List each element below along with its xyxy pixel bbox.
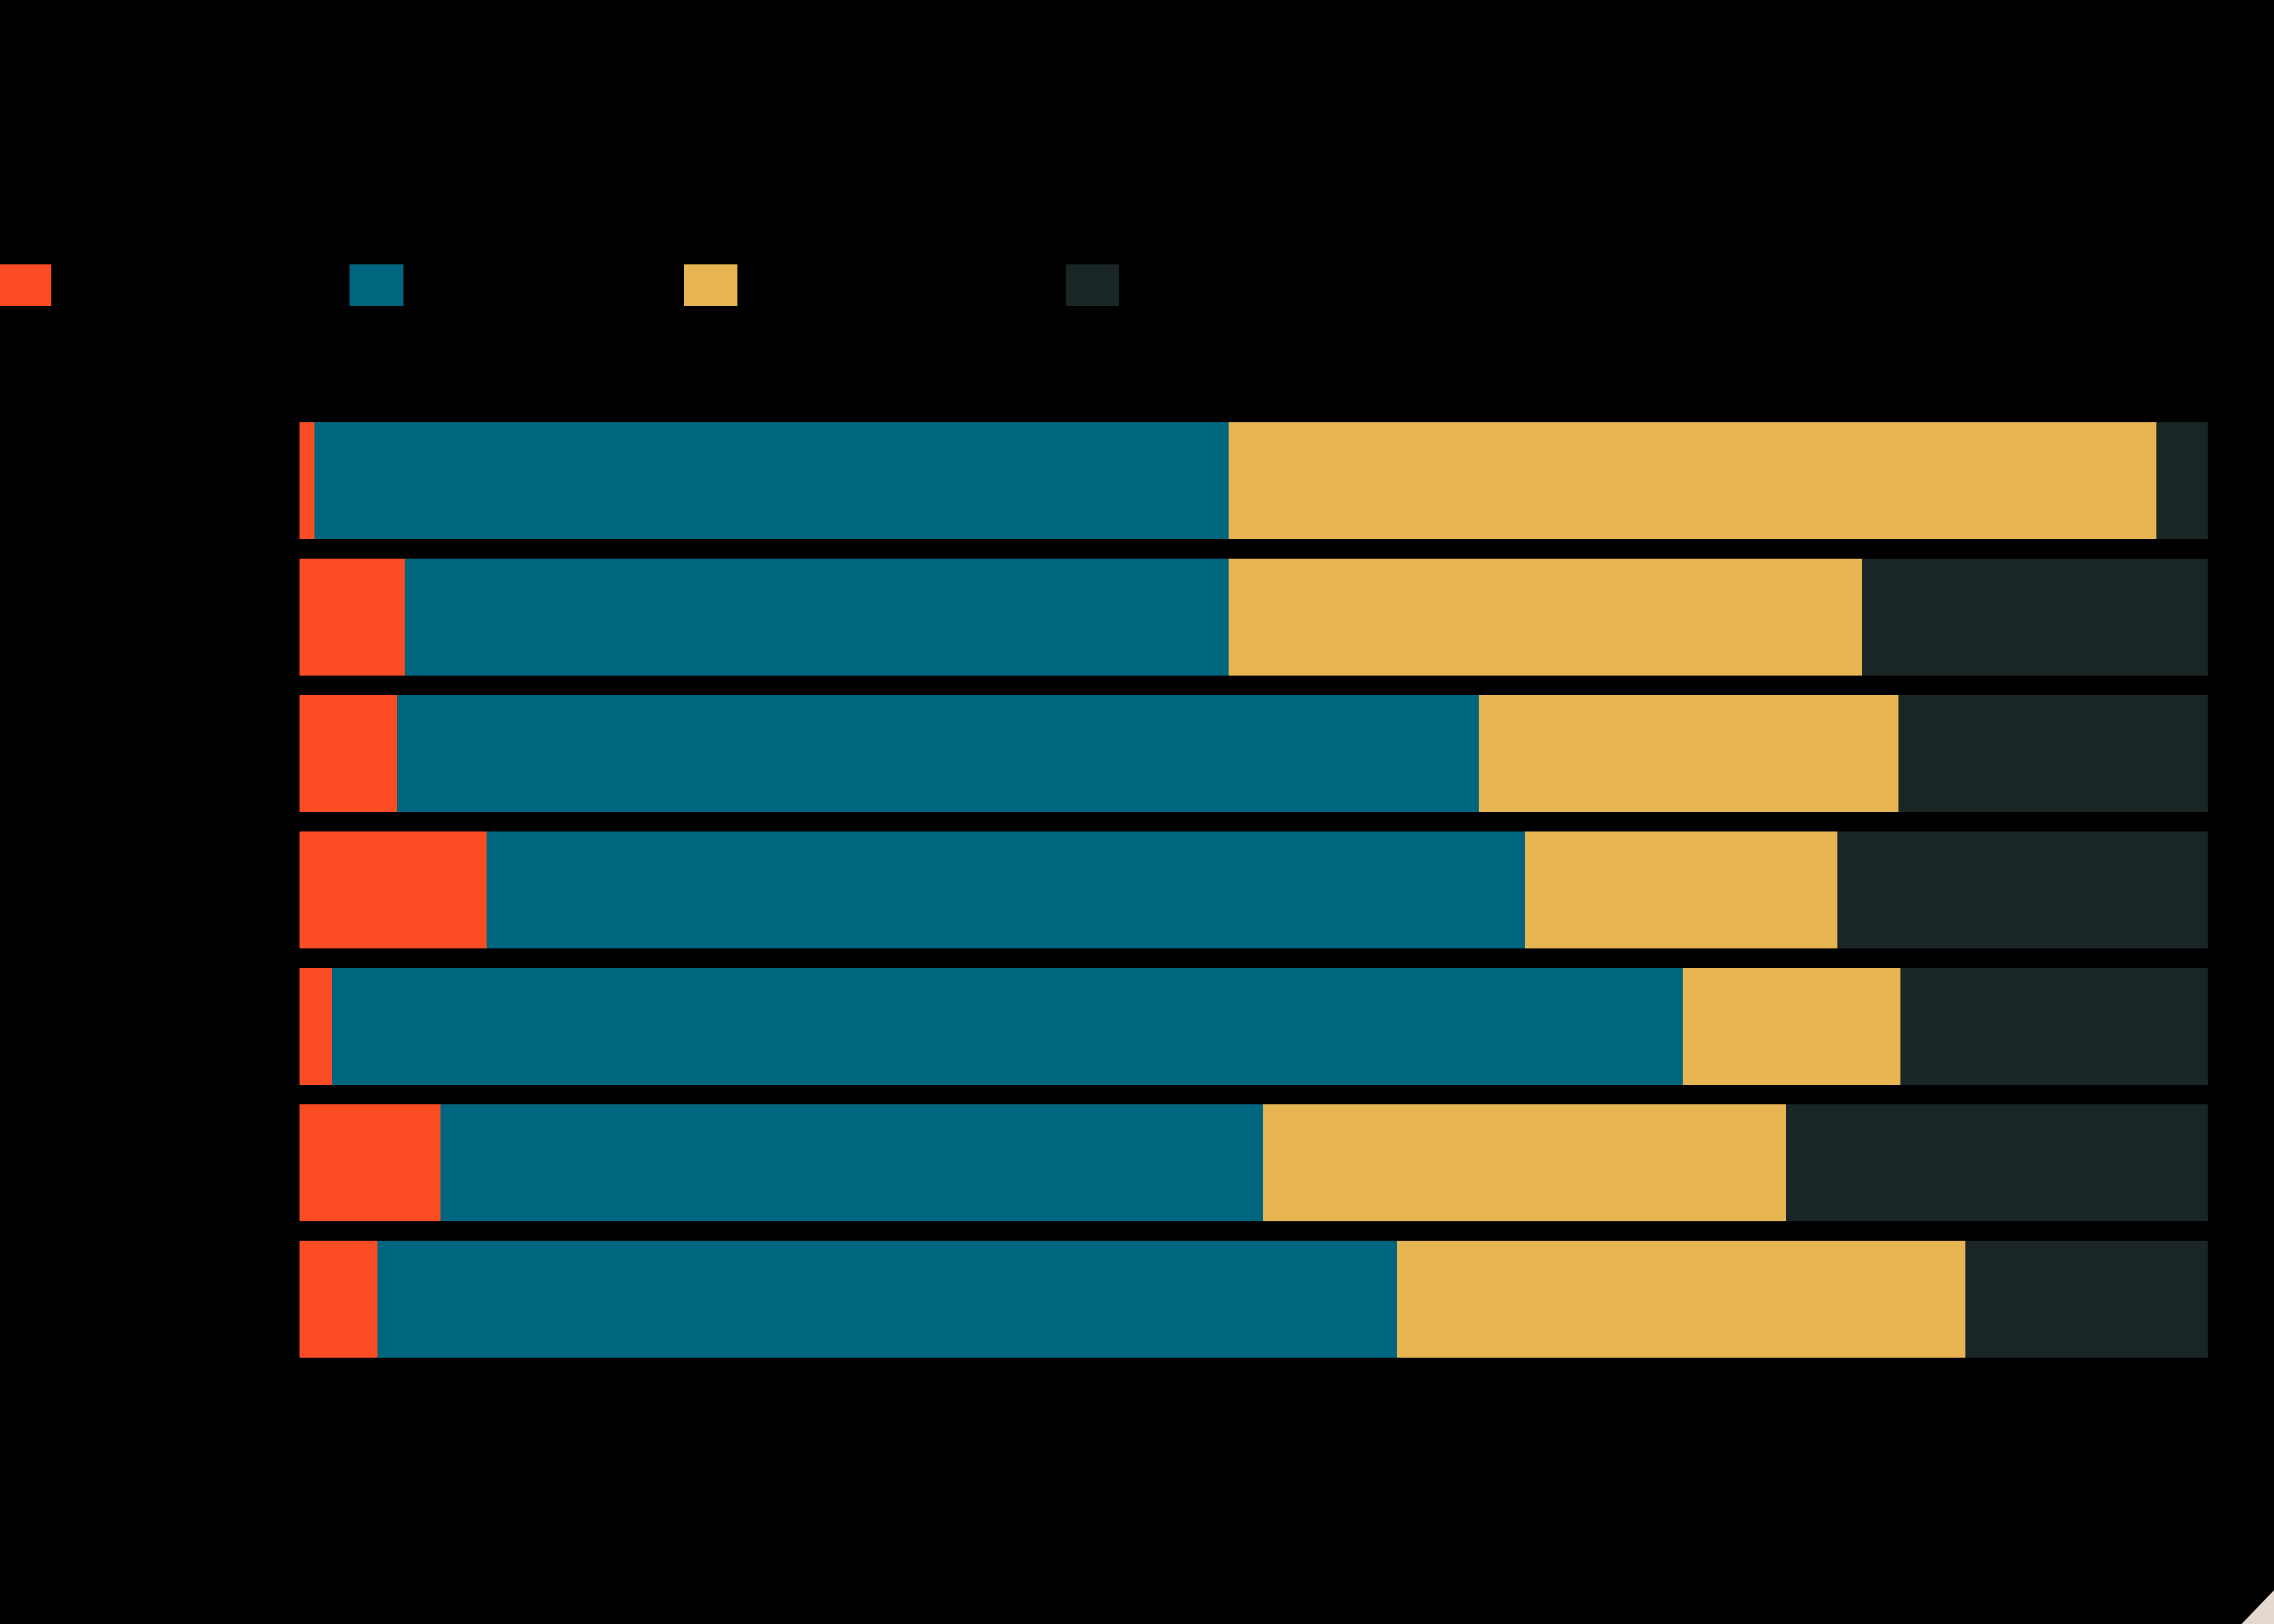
bar-row[interactable] bbox=[300, 968, 2208, 1085]
legend-swatch-icon-0 bbox=[0, 264, 51, 306]
bar-segment-s0-r2[interactable] bbox=[300, 695, 397, 812]
legend-entry-0[interactable] bbox=[0, 262, 63, 308]
bar-segment-s1-r5[interactable] bbox=[441, 1104, 1264, 1221]
bar-segment-s3-r5[interactable] bbox=[1785, 1104, 2208, 1221]
y-axis-label-2 bbox=[16, 695, 283, 812]
bar-segment-s1-r2[interactable] bbox=[396, 695, 1479, 812]
legend-entry-3[interactable] bbox=[1066, 262, 1131, 308]
resize-handle-icon[interactable] bbox=[2242, 1590, 2274, 1624]
y-axis-label-1 bbox=[16, 559, 283, 676]
title-block bbox=[0, 26, 2274, 32]
bar-segment-s2-r4[interactable] bbox=[1683, 968, 1901, 1085]
bar-segment-s0-r3[interactable] bbox=[300, 831, 487, 948]
y-axis-label-3 bbox=[16, 831, 283, 948]
bar-row[interactable] bbox=[300, 1241, 2208, 1358]
bar-row[interactable] bbox=[300, 422, 2208, 539]
bar-segment-s1-r0[interactable] bbox=[314, 422, 1229, 539]
bar-segment-s3-r2[interactable] bbox=[1898, 695, 2208, 812]
bar-segment-s0-r6[interactable] bbox=[300, 1241, 378, 1358]
bar-segment-s0-r4[interactable] bbox=[300, 968, 332, 1085]
bar-segment-s2-r0[interactable] bbox=[1229, 422, 2156, 539]
bar-segment-s2-r3[interactable] bbox=[1524, 831, 1838, 948]
bar-segment-s0-r1[interactable] bbox=[300, 559, 405, 676]
bar-segment-s2-r1[interactable] bbox=[1229, 559, 1863, 676]
bar-row[interactable] bbox=[300, 1104, 2208, 1221]
bar-segment-s0-r0[interactable] bbox=[300, 422, 315, 539]
bar-segment-s1-r4[interactable] bbox=[331, 968, 1683, 1085]
legend-swatch-icon-3 bbox=[1066, 264, 1119, 306]
bar-row[interactable] bbox=[300, 695, 2208, 812]
bar-segment-s3-r1[interactable] bbox=[1862, 559, 2208, 676]
bar-row[interactable] bbox=[300, 831, 2208, 948]
bar-segment-s1-r1[interactable] bbox=[404, 559, 1229, 676]
y-axis-label-6 bbox=[16, 1241, 283, 1358]
chart-legend bbox=[0, 262, 2274, 308]
bar-segment-s3-r3[interactable] bbox=[1837, 831, 2208, 948]
legend-entry-1[interactable] bbox=[350, 262, 415, 308]
bar-segment-s3-r4[interactable] bbox=[1900, 968, 2208, 1085]
legend-entry-2[interactable] bbox=[684, 262, 749, 308]
y-axis-label-0 bbox=[16, 422, 283, 539]
y-axis-label-5 bbox=[16, 1104, 283, 1221]
plot-area bbox=[300, 422, 2208, 1377]
y-axis-category-labels bbox=[0, 422, 300, 1377]
bar-segment-s1-r6[interactable] bbox=[377, 1241, 1397, 1358]
bar-segment-s2-r2[interactable] bbox=[1479, 695, 1899, 812]
y-axis-label-4 bbox=[16, 968, 283, 1085]
x-axis-tick-labels bbox=[300, 1384, 2208, 1429]
bar-segment-s3-r0[interactable] bbox=[2156, 422, 2208, 539]
bar-segment-s3-r6[interactable] bbox=[1965, 1241, 2208, 1358]
bar-row[interactable] bbox=[300, 559, 2208, 676]
legend-swatch-icon-1 bbox=[350, 264, 403, 306]
bar-segment-s0-r5[interactable] bbox=[300, 1104, 441, 1221]
bar-segment-s1-r3[interactable] bbox=[486, 831, 1525, 948]
legend-swatch-icon-2 bbox=[684, 264, 737, 306]
bar-segment-s2-r5[interactable] bbox=[1263, 1104, 1786, 1221]
bar-segment-s2-r6[interactable] bbox=[1396, 1241, 1965, 1358]
